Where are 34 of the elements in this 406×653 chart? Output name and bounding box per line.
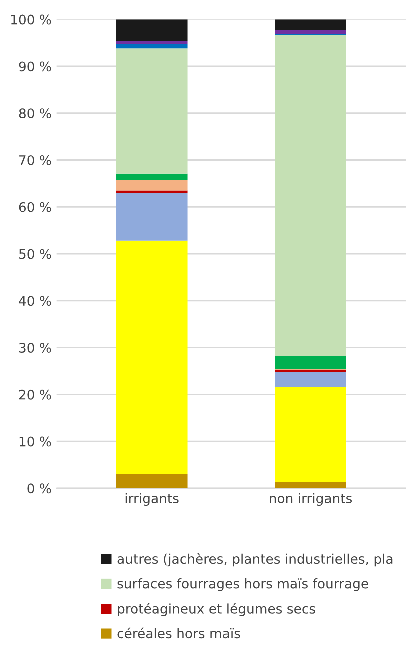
- legend-label: surfaces fourrages hors maïs fourrage: [118, 578, 368, 592]
- legend-label: céréales hors maïs: [118, 628, 240, 639]
- bar: [116, 41, 188, 44]
- x-tick-label: non irrigants: [270, 493, 352, 506]
- bar: [275, 30, 346, 34]
- y-tick-label: 10 %: [20, 436, 52, 447]
- y-tick-label: 100 %: [12, 14, 52, 25]
- bar: [116, 193, 188, 241]
- y-tick-label: 20 %: [19, 390, 52, 400]
- y-tick-label: 50 %: [19, 249, 52, 260]
- y-tick-label: 40 %: [19, 296, 52, 306]
- bar: [116, 180, 188, 191]
- bar: [275, 482, 346, 488]
- y-tick-label: 90 %: [19, 62, 52, 72]
- bar: [116, 474, 188, 488]
- bar: [116, 174, 188, 180]
- x-tick-label: irrigants: [126, 493, 179, 506]
- y-tick-label: 30 %: [19, 343, 52, 353]
- y-tick-label: 60 %: [19, 202, 52, 212]
- y-tick-label: 70 %: [20, 155, 52, 166]
- bar: [275, 36, 346, 356]
- bar: [116, 190, 188, 194]
- bar: [116, 44, 188, 49]
- y-tick-label: 0 %: [28, 484, 52, 494]
- bar: [116, 48, 188, 174]
- bar: [116, 20, 188, 42]
- legend-label: autres (jachères, plantes industrielles, pla: [118, 553, 393, 567]
- bar: [275, 387, 346, 482]
- bar: [275, 356, 346, 370]
- bar: [116, 240, 188, 474]
- y-tick-label: 80 %: [19, 108, 52, 119]
- bar: [275, 372, 346, 388]
- bar: [275, 20, 346, 30]
- legend-label: protéagineux et légumes secs: [118, 603, 316, 616]
